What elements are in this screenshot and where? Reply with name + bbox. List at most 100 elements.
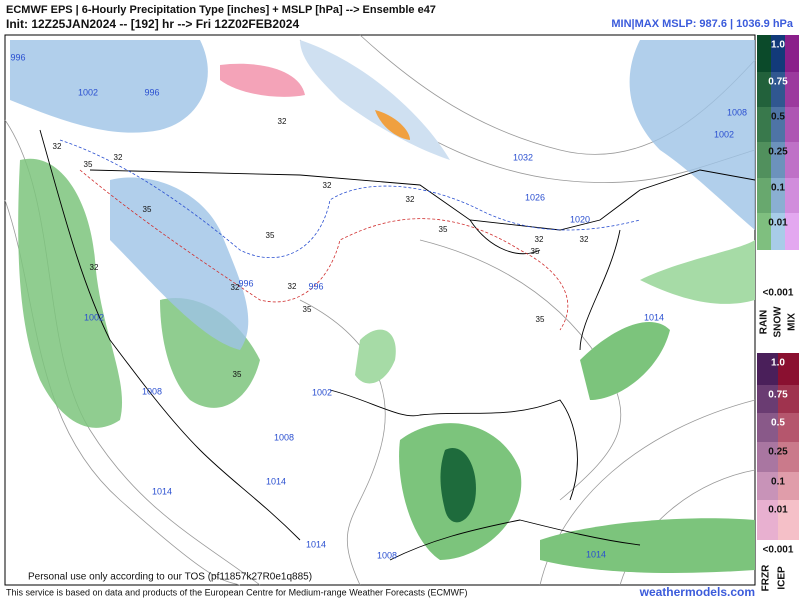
legend-swatch (785, 213, 799, 250)
legend-level: 1.0 (771, 40, 785, 51)
precip-areas (10, 40, 755, 573)
coastlines (39, 129, 756, 561)
legend-swatch (757, 500, 778, 540)
thickness-label: 32 (231, 283, 240, 292)
legend-level: 1.0 (771, 358, 785, 369)
isobar-label: 1014 (644, 312, 664, 322)
isobar-label: 1014 (586, 549, 606, 559)
legend-swatch (778, 500, 799, 540)
legend-level: 0.5 (771, 112, 785, 123)
legend-type: RAIN (759, 310, 770, 334)
legend-swatch (757, 353, 778, 385)
legend-swatch (757, 413, 778, 442)
isobar-label: 1002 (84, 312, 104, 322)
legend-swatch (771, 142, 785, 178)
isobar-label: 996 (308, 281, 323, 291)
legend-level: 0.01 (768, 218, 788, 229)
thickness-label: 32 (406, 195, 415, 204)
isobar-label: 1014 (266, 476, 286, 486)
legend-swatch (757, 442, 778, 472)
legend-swatch (778, 413, 799, 442)
thickness-label: 35 (303, 305, 312, 314)
thickness-label: 32 (580, 235, 589, 244)
mslp-range: MIN|MAX MSLP: 987.6 | 1036.9 hPa (611, 18, 793, 30)
isobar-label: 1008 (142, 386, 162, 396)
legend-level: 0.25 (768, 447, 788, 458)
legend-swatch (757, 35, 771, 72)
legend: 1.0 0.75 0.5 0.25 0.1 0.01 <0.001 RAIN SNOW MIX 1.… (757, 35, 799, 591)
legend-type: ICEP (777, 566, 788, 590)
credit: This service is based on data and produc… (6, 587, 468, 597)
legend-level: 0.75 (768, 77, 788, 88)
legend-swatch (757, 178, 771, 213)
isobar-label: 1014 (306, 539, 326, 549)
isobar-label: 1008 (727, 107, 747, 117)
isobar-label: 1026 (525, 192, 545, 202)
legend-min: <0.001 (763, 288, 794, 299)
thickness-lines (79, 169, 569, 331)
thickness-label: 32 (53, 142, 62, 151)
legend-swatch (785, 107, 799, 142)
isobar-label: 996 (10, 52, 25, 62)
legend-swatch (785, 35, 799, 72)
legend-level: 0.01 (768, 505, 788, 516)
legend-level: 0.75 (768, 390, 788, 401)
legend-swatch (757, 385, 778, 413)
legend-swatch (757, 142, 771, 178)
isobar-label: 1008 (274, 432, 294, 442)
legend-type: FRZR (761, 564, 772, 591)
isobar-label: 1032 (513, 152, 533, 162)
thickness-label: 32 (323, 181, 332, 190)
title: ECMWF EPS | 6-Hourly Precipitation Type … (6, 4, 436, 16)
legend-type: MIX (787, 313, 798, 331)
legend-swatch (778, 472, 799, 500)
legend-swatch (771, 35, 785, 72)
thickness-label: 32 (535, 235, 544, 244)
isobar-label: 996 (238, 278, 253, 288)
legend-type: SNOW (773, 306, 784, 338)
legend-level: 0.5 (771, 418, 785, 429)
legend-swatch (757, 72, 771, 107)
thickness-label: 35 (84, 160, 93, 169)
thickness-label: 35 (143, 205, 152, 214)
legend-min: <0.001 (763, 545, 794, 556)
thickness-label: 35 (439, 225, 448, 234)
thickness-label: 32 (278, 117, 287, 126)
legend-swatch (785, 178, 799, 213)
legend-swatch (785, 142, 799, 178)
legend-swatch (778, 353, 799, 385)
isobar-label: 996 (144, 87, 159, 97)
thickness-label: 35 (536, 315, 545, 324)
legend-swatch (785, 72, 799, 107)
legend-swatch (771, 107, 785, 142)
legend-level: 0.25 (768, 147, 788, 158)
isobar-label: 1002 (78, 87, 98, 97)
thickness-label: 35 (266, 231, 275, 240)
legend-swatch (778, 385, 799, 413)
isobar-label: 1002 (714, 129, 734, 139)
legend-level: 0.1 (771, 477, 785, 488)
thickness-label: 32 (114, 153, 123, 162)
site: weathermodels.com (639, 585, 755, 599)
legend-swatch (757, 213, 771, 250)
tos-note: Personal use only according to our TOS (… (28, 572, 312, 583)
legend-swatch (778, 442, 799, 472)
legend-swatch (757, 107, 771, 142)
legend-swatch (771, 213, 785, 250)
legend-swatch (771, 178, 785, 213)
legend-level: 0.1 (771, 183, 785, 194)
init-line: Init: 12Z25JAN2024 -- [192] hr --> Fri 1… (6, 17, 299, 31)
legend-swatch (757, 472, 778, 500)
map: Personal use only according to our TOS (… (4, 34, 756, 586)
freezing-lines (59, 139, 641, 259)
thickness-label: 32 (90, 263, 99, 272)
thickness-label: 32 (288, 282, 297, 291)
legend-swatch (771, 72, 785, 107)
isobar-label: 1002 (312, 387, 332, 397)
isobar-label: 1008 (377, 550, 397, 560)
thickness-label: 35 (233, 370, 242, 379)
thickness-label: 35 (531, 247, 540, 256)
